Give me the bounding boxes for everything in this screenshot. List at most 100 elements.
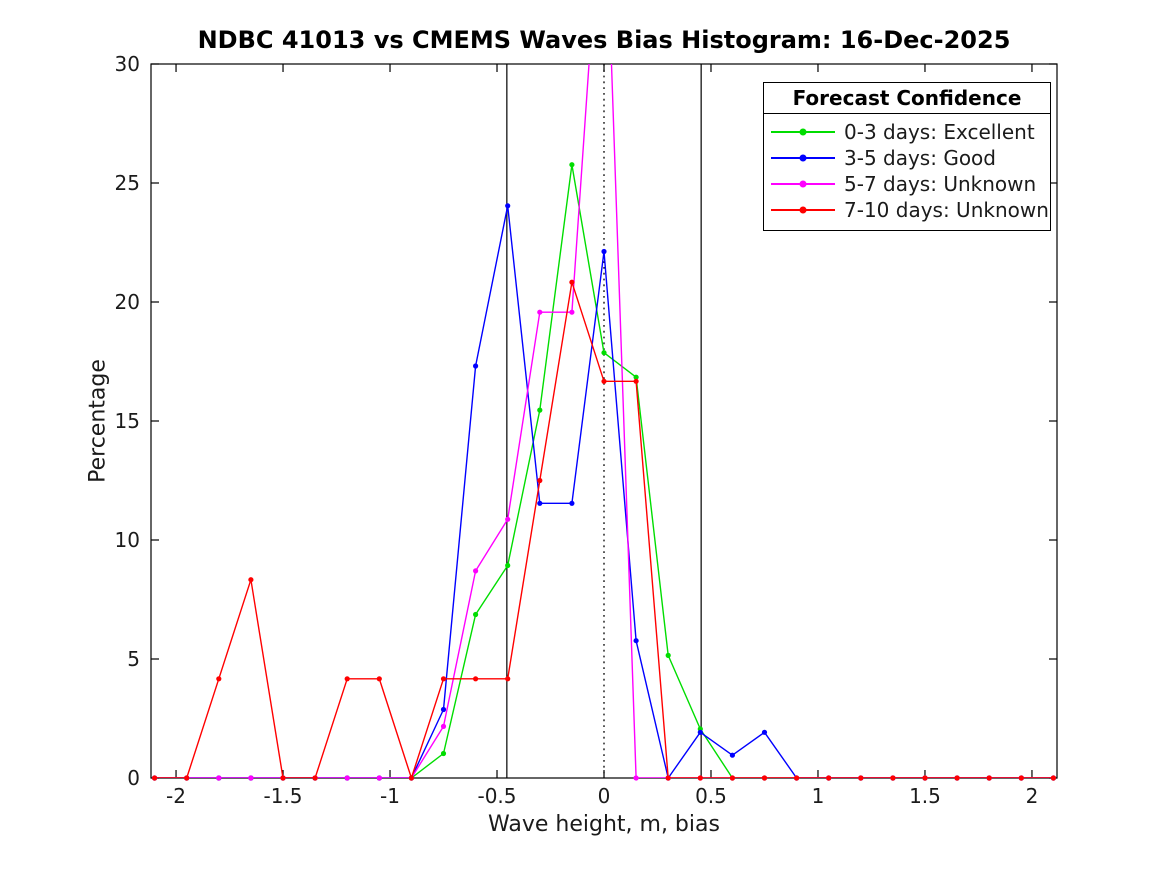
- legend-line-sample: [771, 180, 835, 188]
- data-point-marker: [826, 775, 832, 781]
- data-point-marker: [569, 279, 575, 285]
- data-point-marker: [697, 775, 703, 781]
- y-tick-label: 0: [127, 766, 140, 790]
- data-point-marker: [312, 775, 318, 781]
- data-point-marker: [858, 775, 864, 781]
- legend-item-label: 3-5 days: Good: [844, 146, 996, 170]
- x-tick-label: -1: [380, 784, 400, 808]
- data-point-marker: [280, 775, 286, 781]
- data-point-marker: [890, 775, 896, 781]
- data-point-marker: [633, 638, 639, 644]
- data-point-marker: [1050, 775, 1056, 781]
- legend-item-label: 0-3 days: Excellent: [844, 120, 1035, 144]
- data-point-marker: [216, 676, 222, 682]
- data-point-marker: [761, 729, 768, 735]
- legend-item-label: 5-7 days: Unknown: [844, 172, 1037, 196]
- data-point-marker: [1018, 775, 1024, 781]
- y-tick-label: 5: [127, 647, 140, 671]
- data-point-marker: [440, 723, 447, 730]
- data-point-marker: [440, 676, 447, 682]
- legend-item-0-3-days: 0-3 days: Excellent: [764, 119, 1050, 145]
- y-axis-ticks: 0 5 10 15 20 25 30: [115, 52, 1057, 790]
- data-point-marker: [344, 676, 350, 682]
- data-point-marker: [473, 363, 479, 369]
- data-point-marker: [473, 611, 479, 618]
- x-tick-label: 2: [1026, 784, 1039, 808]
- y-tick-label: 10: [115, 528, 140, 552]
- y-tick-label: 30: [115, 52, 140, 76]
- data-point-marker: [537, 500, 543, 506]
- data-point-marker: [569, 309, 575, 315]
- data-point-marker: [216, 775, 222, 781]
- data-point-marker: [505, 562, 511, 569]
- x-tick-label: -0.5: [477, 784, 516, 808]
- data-point-marker: [440, 750, 447, 757]
- data-point-marker: [184, 775, 190, 781]
- data-point-marker: [505, 516, 511, 522]
- data-point-marker: [537, 309, 543, 315]
- data-point-marker: [729, 752, 736, 758]
- x-axis-label: Wave height, m, bias: [488, 812, 720, 837]
- legend-rows: 0-3 days: Excellent 3-5 days: Good 5-7 d…: [764, 114, 1050, 230]
- y-axis-label: Percentage: [85, 359, 111, 483]
- data-point-marker: [665, 775, 671, 781]
- legend-item-3-5-days: 3-5 days: Good: [764, 145, 1050, 171]
- legend-line-sample: [771, 206, 835, 214]
- data-point-marker: [505, 676, 511, 682]
- data-point-marker: [954, 775, 960, 781]
- data-point-marker: [473, 568, 479, 574]
- legend-marker-dot: [799, 128, 807, 136]
- legend-item-5-7-days: 5-7 days: Unknown: [764, 171, 1050, 197]
- data-point-marker: [473, 676, 479, 682]
- series-markers-7-10-days-unknown: [152, 279, 1056, 781]
- data-point-marker: [601, 248, 607, 255]
- legend-title: Forecast Confidence: [764, 83, 1050, 114]
- legend-line-sample: [771, 154, 835, 162]
- data-point-marker: [344, 775, 350, 781]
- legend-item-label: 7-10 days: Unknown: [844, 198, 1049, 222]
- x-tick-label: 0: [598, 784, 611, 808]
- legend-marker-dot: [799, 206, 807, 214]
- data-point-marker: [986, 775, 992, 781]
- data-point-marker: [505, 203, 511, 209]
- data-point-marker: [729, 775, 736, 781]
- x-tick-label: -2: [166, 784, 186, 808]
- chart-title: NDBC 41013 vs CMEMS Waves Bias Histogram…: [197, 26, 1011, 54]
- data-point-marker: [665, 652, 671, 659]
- data-point-marker: [633, 374, 639, 380]
- data-point-marker: [633, 378, 639, 384]
- data-point-marker: [376, 775, 382, 781]
- data-point-marker: [794, 775, 800, 781]
- x-tick-label: 1: [812, 784, 825, 808]
- data-point-marker: [761, 775, 768, 781]
- data-point-marker: [537, 407, 543, 413]
- legend-marker-dot: [799, 154, 807, 162]
- data-point-marker: [440, 706, 447, 713]
- data-point-marker: [922, 775, 928, 781]
- data-point-marker: [601, 378, 607, 384]
- data-point-marker: [537, 477, 543, 484]
- data-point-marker: [569, 500, 575, 506]
- x-axis-ticks: -2 -1.5 -1 -0.5 0 0.5 1 1.5 2: [166, 64, 1038, 808]
- data-point-marker: [248, 577, 254, 583]
- series-markers-3-5-days-good: [152, 203, 1056, 781]
- x-tick-label: 0.5: [695, 784, 727, 808]
- data-point-marker: [601, 350, 607, 356]
- data-point-marker: [376, 676, 382, 682]
- data-point-marker: [248, 775, 254, 781]
- y-tick-label: 20: [115, 290, 140, 314]
- data-point-marker: [697, 729, 703, 735]
- x-tick-label: -1.5: [264, 784, 303, 808]
- y-tick-label: 25: [115, 171, 140, 195]
- y-tick-label: 15: [115, 409, 140, 433]
- data-point-marker: [569, 162, 575, 168]
- x-tick-label: 1.5: [909, 784, 941, 808]
- legend-item-7-10-days: 7-10 days: Unknown: [764, 197, 1050, 223]
- data-point-marker: [152, 775, 158, 781]
- legend: Forecast Confidence 0-3 days: Excellent …: [763, 82, 1051, 231]
- data-point-marker: [633, 775, 639, 781]
- legend-marker-dot: [799, 180, 807, 188]
- data-point-marker: [408, 775, 414, 781]
